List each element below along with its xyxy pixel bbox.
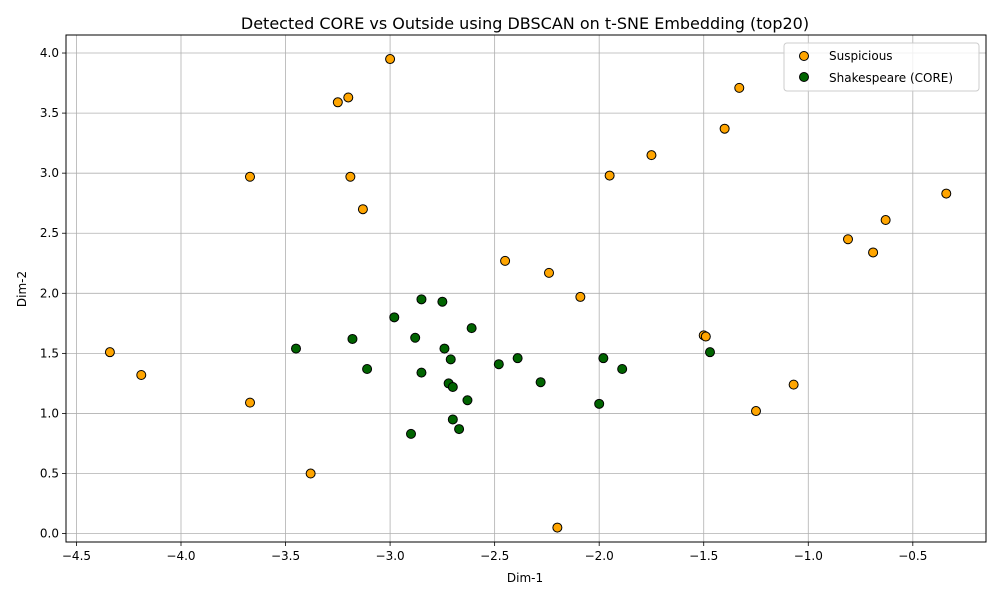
core-point [437, 296, 448, 307]
suspicious-point [604, 170, 615, 181]
x-axis-ticks: −4.5 −4.0 −3.5 −3.0 −2.5 −2.0 −1.5 −1.0 −0.5 [62, 542, 927, 563]
y-tick-label: 2.5 [40, 226, 59, 240]
x-tick-label: −4.5 [62, 549, 91, 563]
core-point [389, 312, 400, 323]
core-point [410, 332, 421, 343]
suspicious-point [345, 171, 356, 182]
legend-label-suspicious: Suspicious [829, 49, 893, 63]
suspicious-point [719, 123, 730, 134]
x-tick-label: −3.5 [271, 549, 300, 563]
core-point [347, 333, 358, 344]
y-tick-label: 0.0 [40, 527, 59, 541]
suspicious-point [332, 97, 343, 108]
suspicious-point [305, 468, 316, 479]
core-point [416, 367, 427, 378]
x-tick-label: −2.0 [585, 549, 614, 563]
y-axis-ticks: 0.0 0.5 1.0 1.5 2.0 2.5 3.0 3.5 4.0 [40, 46, 66, 541]
suspicious-point [646, 150, 657, 161]
x-tick-label: −4.0 [166, 549, 195, 563]
core-point [535, 377, 546, 388]
core-point [493, 359, 504, 370]
core-point [598, 353, 609, 364]
suspicious-point [552, 522, 563, 533]
y-tick-label: 2.0 [40, 286, 59, 300]
x-tick-label: −3.0 [376, 549, 405, 563]
core-point [594, 398, 605, 409]
legend-marker-suspicious [799, 51, 809, 61]
x-tick-label: −1.5 [689, 549, 718, 563]
core-point [291, 343, 301, 354]
suspicious-point [136, 370, 147, 381]
suspicious-point [245, 397, 255, 408]
suspicious-point [941, 188, 952, 199]
x-tick-label: −2.5 [480, 549, 509, 563]
suspicious-point [734, 82, 745, 93]
core-point [439, 343, 450, 354]
suspicious-point [245, 171, 255, 182]
grid-lines [66, 35, 986, 542]
y-tick-label: 1.0 [40, 406, 59, 420]
core-point [466, 323, 477, 334]
core-point [416, 294, 427, 305]
suspicious-point [751, 406, 761, 417]
y-tick-label: 4.0 [40, 46, 59, 60]
y-tick-label: 1.5 [40, 346, 59, 360]
core-point [512, 353, 523, 364]
core-point [705, 347, 715, 358]
suspicious-point [788, 379, 799, 390]
suspicious-point [880, 215, 891, 226]
suspicious-point [500, 255, 511, 266]
suspicious-point [700, 331, 711, 342]
core-point [362, 363, 373, 374]
y-tick-label: 0.5 [40, 467, 59, 481]
suspicious-point [357, 204, 368, 215]
legend-label-shakespeare-core: Shakespeare (CORE) [829, 71, 953, 85]
suspicious-point [544, 267, 554, 278]
suspicious-point [868, 247, 879, 258]
x-tick-label: −0.5 [898, 549, 927, 563]
y-axis-label: Dim-2 [15, 271, 29, 307]
y-tick-label: 3.0 [40, 166, 59, 180]
legend-box [783, 42, 980, 92]
suspicious-point [843, 234, 853, 245]
legend: Suspicious Shakespeare (CORE) [783, 42, 980, 92]
chart-title: Detected CORE vs Outside using DBSCAN on… [241, 14, 809, 33]
legend-marker-shakespeare-core [799, 72, 809, 82]
core-point [406, 428, 416, 439]
core-point [454, 424, 465, 435]
suspicious-point [343, 92, 354, 103]
core-point [617, 363, 628, 374]
suspicious-point [104, 347, 115, 358]
suspicious-point [385, 54, 396, 65]
core-point [462, 395, 473, 406]
y-tick-label: 3.5 [40, 106, 59, 120]
data-points [104, 54, 952, 533]
suspicious-point [575, 291, 586, 302]
plot-area-frame [65, 34, 987, 543]
core-point [447, 414, 458, 425]
x-axis-label: Dim-1 [507, 571, 543, 585]
core-point [447, 382, 458, 393]
x-tick-label: −1.0 [794, 549, 823, 563]
core-point [445, 354, 456, 365]
